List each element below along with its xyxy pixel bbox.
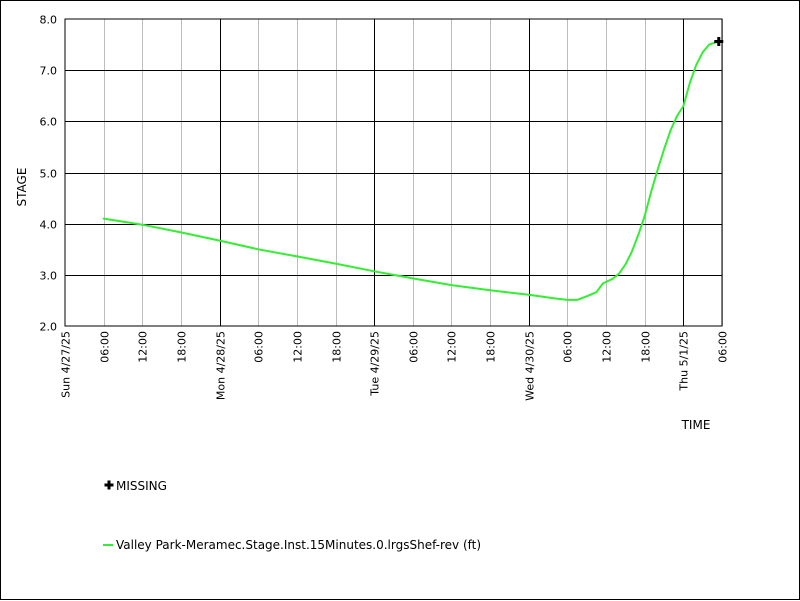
x-tick-label: 18:00	[331, 331, 344, 363]
legend-missing-marker	[104, 480, 114, 490]
legend: MISSING Valley Park-Meramec.Stage.Inst.1…	[103, 479, 481, 552]
x-tick-label: 06:00	[253, 331, 266, 363]
y-tick-label: 6.0	[40, 116, 58, 129]
x-tick-label: 12:00	[601, 331, 614, 363]
series-line	[102, 40, 720, 301]
x-tick-label: Tue 4/29/25	[369, 331, 382, 397]
legend-item-series: Valley Park-Meramec.Stage.Inst.15Minutes…	[103, 538, 481, 552]
x-tick-label: 12:00	[446, 331, 459, 363]
y-tick-label: 3.0	[40, 270, 58, 283]
series-layer	[102, 40, 720, 301]
x-tick-label: 06:00	[717, 331, 730, 363]
x-tick-label: Wed 4/30/25	[524, 331, 537, 401]
x-axis-title: TIME	[681, 418, 711, 432]
y-tick-label: 4.0	[40, 219, 58, 232]
missing-markers	[714, 37, 724, 47]
legend-item-missing: MISSING	[104, 479, 167, 493]
x-tick-label: 18:00	[485, 331, 498, 363]
y-axis-title: STAGE	[15, 168, 29, 207]
y-tick-label: 2.0	[40, 321, 58, 334]
x-tick-label: 06:00	[99, 331, 112, 363]
x-tick-label: 06:00	[562, 331, 575, 363]
missing-marker	[714, 37, 724, 47]
x-tick-label: Thu 5/1/25	[678, 331, 691, 392]
x-tick-label: Mon 4/28/25	[215, 331, 228, 400]
x-tick-label: 12:00	[292, 331, 305, 363]
plot-area-border	[64, 18, 723, 327]
vertical-grid	[104, 19, 723, 326]
legend-series-label: Valley Park-Meramec.Stage.Inst.15Minutes…	[116, 538, 481, 552]
x-tick-label: 06:00	[408, 331, 421, 363]
x-tick-labels: Sun 4/27/25 06:00 12:00 18:00 Mon 4/28/25 06:…	[60, 331, 730, 401]
legend-missing-label: MISSING	[116, 479, 167, 493]
horizontal-grid	[65, 70, 722, 276]
y-tick-label: 7.0	[40, 65, 58, 78]
y-tick-labels: 2.0 3.0 4.0 5.0 6.0 7.0 8.0	[40, 14, 58, 334]
y-tick-label: 5.0	[40, 168, 58, 181]
x-tick-label: 18:00	[640, 331, 653, 363]
x-tick-label: 12:00	[137, 331, 150, 363]
y-tick-label: 8.0	[40, 14, 58, 27]
x-tick-label: Sun 4/27/25	[60, 331, 73, 398]
x-tick-label: 18:00	[176, 331, 189, 363]
